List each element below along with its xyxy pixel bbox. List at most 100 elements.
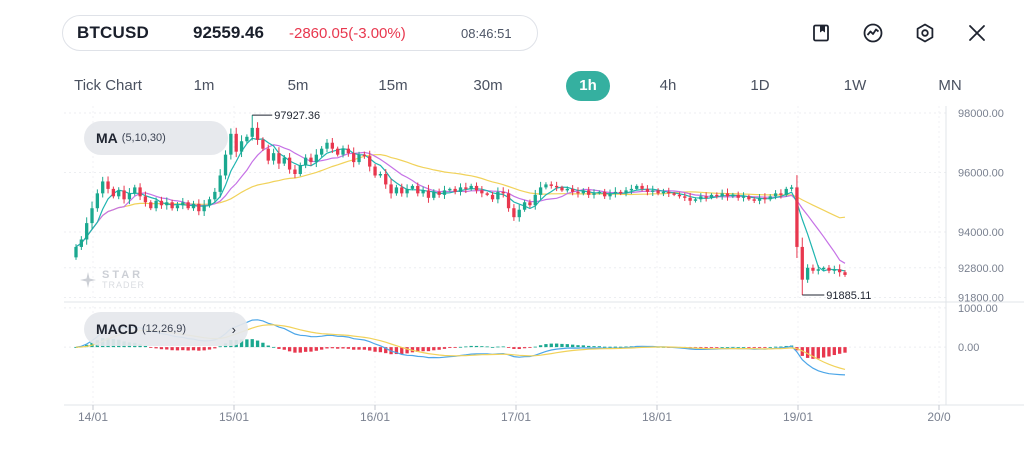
macd-histogram-bar: [325, 347, 329, 349]
candle-body: [255, 127, 260, 140]
candle-body: [117, 190, 121, 197]
tab-1d[interactable]: 1D: [750, 77, 770, 94]
macd-histogram-bar: [480, 346, 484, 348]
candle-body: [683, 196, 687, 198]
candle-body: [421, 190, 425, 194]
macd-histogram-bar: [453, 347, 457, 348]
candle-body: [469, 185, 473, 189]
candle-body: [458, 187, 463, 192]
candle-body: [218, 175, 222, 192]
close-icon[interactable]: [964, 20, 990, 46]
candle-body: [293, 169, 297, 174]
candle-body: [400, 187, 404, 194]
candle-body: [474, 185, 479, 191]
candle-body: [341, 148, 345, 155]
candle-body: [672, 193, 676, 195]
candle-body: [725, 193, 730, 197]
candle-body: [154, 200, 158, 209]
macd-histogram-bar: [181, 347, 185, 351]
tab-30m[interactable]: 30m: [473, 77, 503, 94]
macd-label: MACD: [96, 321, 138, 337]
price-axis-label: 98000.00: [958, 108, 1004, 120]
macd-histogram-bar: [544, 344, 548, 348]
tab-1w[interactable]: 1W: [843, 77, 867, 94]
macd-histogram-bar: [843, 347, 847, 353]
macd-histogram-bar: [715, 347, 719, 348]
macd-histogram-bar: [149, 347, 153, 348]
candle-body: [111, 188, 116, 197]
time-label: 08:46:51: [461, 25, 512, 41]
low-price-label: 91885.11: [826, 290, 871, 302]
candle-body: [699, 196, 703, 200]
candle-body: [838, 269, 842, 273]
candle-body: [95, 193, 100, 209]
candle-body: [789, 187, 794, 189]
macd-histogram-bar: [437, 347, 441, 350]
ticker-bar[interactable]: BTCUSD 92559.46 -2860.05(-3.00%) 08:46:5…: [62, 15, 538, 51]
candle-body: [181, 202, 185, 206]
macd-histogram-bar: [368, 347, 372, 351]
tab-mn[interactable]: MN: [938, 77, 962, 94]
candle-body: [213, 191, 217, 200]
tab-4h[interactable]: 4h: [659, 77, 677, 94]
candle-body: [186, 202, 190, 209]
candle-body: [405, 188, 409, 194]
tab-1h[interactable]: 1h: [566, 71, 610, 101]
macd-histogram-bar: [378, 347, 383, 353]
ma-indicator-pill[interactable]: MA (5,10,30): [84, 121, 228, 155]
candle-body: [426, 190, 431, 198]
macd-histogram-bar: [250, 339, 254, 348]
candle-body: [549, 184, 553, 186]
macd-histogram-bar: [416, 347, 420, 353]
indicator-icon[interactable]: [860, 20, 886, 46]
macd-histogram-bar: [538, 345, 543, 348]
settings-icon[interactable]: [912, 20, 938, 46]
candle-body: [667, 191, 671, 194]
candle-body: [309, 157, 313, 163]
candle-body: [592, 193, 596, 195]
macd-histogram-bar: [725, 347, 730, 348]
macd-histogram-bar: [506, 347, 511, 348]
macd-indicator-pill[interactable]: MACD (12,26,9) ›: [84, 312, 248, 346]
macd-histogram-bar: [747, 347, 751, 348]
macd-histogram-bar: [239, 339, 244, 348]
ma10-line: [75, 144, 846, 264]
macd-histogram-bar: [330, 347, 334, 349]
candle-body: [501, 191, 505, 194]
tab-1m[interactable]: 1m: [193, 77, 215, 94]
candle-body: [261, 139, 265, 149]
macd-histogram-bar: [191, 347, 196, 351]
macd-histogram-bar: [731, 346, 735, 348]
macd-histogram-bar: [709, 347, 714, 348]
candle-body: [143, 196, 148, 203]
timeframe-tabs: Tick Chart 1m 5m 15m 30m 1h 4h 1D 1W MN: [0, 71, 1024, 101]
watermark: STAR TRADER: [80, 270, 145, 290]
candle-body: [245, 136, 249, 142]
candle-body: [581, 190, 585, 194]
candle-body: [795, 187, 799, 247]
candle-body: [528, 202, 532, 206]
macd-histogram-bar: [522, 347, 527, 349]
candle-body: [747, 196, 751, 200]
bookmark-icon[interactable]: [808, 20, 834, 46]
candle-body: [763, 197, 767, 200]
candle-body: [544, 184, 548, 188]
candle-body: [389, 184, 393, 194]
tab-5m[interactable]: 5m: [287, 77, 309, 94]
candle-body: [640, 185, 644, 189]
candle-body: [336, 148, 340, 155]
candle-body: [709, 194, 714, 198]
macd-histogram-bar: [811, 347, 815, 359]
macd-histogram-bar: [202, 347, 206, 351]
macd-histogram-bar: [613, 346, 618, 348]
macd-histogram-bar: [421, 347, 425, 352]
candle-body: [271, 153, 276, 161]
tab-15m[interactable]: 15m: [378, 77, 408, 94]
candle-body: [106, 181, 110, 189]
macd-histogram-bar: [752, 347, 756, 348]
macd-histogram-bar: [255, 340, 260, 348]
candle-body: [325, 142, 329, 149]
macd-histogram-bar: [741, 347, 746, 348]
tab-tick-chart[interactable]: Tick Chart: [74, 77, 142, 94]
